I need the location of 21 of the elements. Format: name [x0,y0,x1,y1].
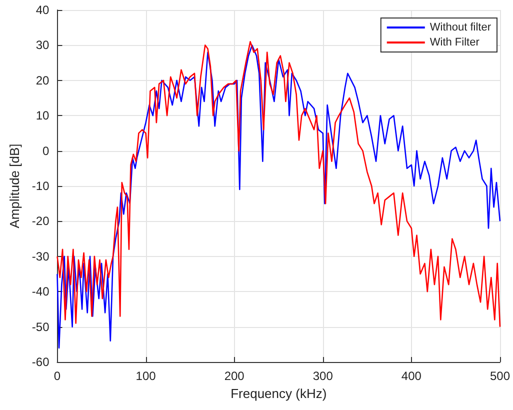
y-tick-label: 30 [36,38,50,52]
y-tick-label: -10 [32,179,50,193]
x-tick-label: 400 [401,369,422,383]
y-tick-label: -20 [32,214,50,228]
y-tick-label: 10 [36,108,50,123]
x-axis-title: Frequency (kHz) [230,386,327,401]
x-tick-label: 100 [136,369,156,383]
y-tick-label: -40 [32,284,50,299]
y-tick-label: -60 [32,355,50,369]
x-tick-label: 200 [224,369,245,383]
y-tick-label: 20 [36,73,50,88]
x-tick-label: 0 [54,369,61,383]
y-tick-label: -50 [32,320,50,334]
legend-label: Without filter [430,22,492,34]
x-tick-label: 500 [490,369,510,383]
x-tick-label: 300 [312,369,334,383]
y-tick-label: -30 [32,249,50,264]
legend-label: With Filter [430,36,480,48]
y-axis-title: Amplitude [dB] [7,144,22,228]
y-tick-label: 0 [42,144,50,158]
y-tick-label: 40 [36,3,50,17]
